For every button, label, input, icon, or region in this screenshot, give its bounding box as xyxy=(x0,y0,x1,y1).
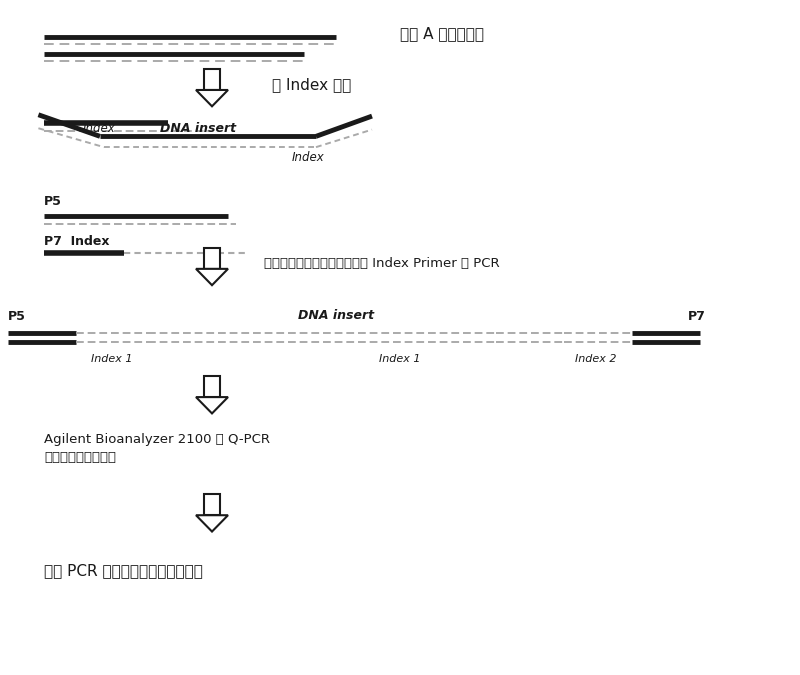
Polygon shape xyxy=(196,515,228,532)
Text: Index 2: Index 2 xyxy=(575,354,617,364)
Text: P5: P5 xyxy=(44,195,62,208)
Bar xyxy=(204,494,220,515)
Polygon shape xyxy=(196,269,228,285)
Text: DNA insert: DNA insert xyxy=(298,309,374,322)
Text: Index 1: Index 1 xyxy=(379,354,421,364)
Text: DNA insert: DNA insert xyxy=(160,122,236,135)
Bar xyxy=(204,248,220,269)
Text: 检测浓度及片段大小: 检测浓度及片段大小 xyxy=(44,452,116,464)
Polygon shape xyxy=(196,397,228,413)
Text: Index: Index xyxy=(292,151,325,163)
Text: Agilent Bioanalyzer 2100 和 Q-PCR: Agilent Bioanalyzer 2100 和 Q-PCR xyxy=(44,433,270,446)
Bar xyxy=(204,69,220,90)
Text: 加完 A 以后的样品: 加完 A 以后的样品 xyxy=(400,26,484,41)
Text: 多个连接产物混合在一起使用 Index Primer 做 PCR: 多个连接产物混合在一起使用 Index Primer 做 PCR xyxy=(264,257,500,271)
Text: 多个 PCR 产物可以混合在一起测序: 多个 PCR 产物可以混合在一起测序 xyxy=(44,563,203,578)
Bar xyxy=(204,377,220,397)
Text: Index: Index xyxy=(82,122,115,135)
Text: P7  Index: P7 Index xyxy=(44,235,110,248)
Text: P7: P7 xyxy=(688,310,706,323)
Text: P5: P5 xyxy=(8,310,26,323)
Polygon shape xyxy=(196,90,228,107)
Text: Index 1: Index 1 xyxy=(91,354,133,364)
Text: 加 Index 接头: 加 Index 接头 xyxy=(272,77,351,92)
